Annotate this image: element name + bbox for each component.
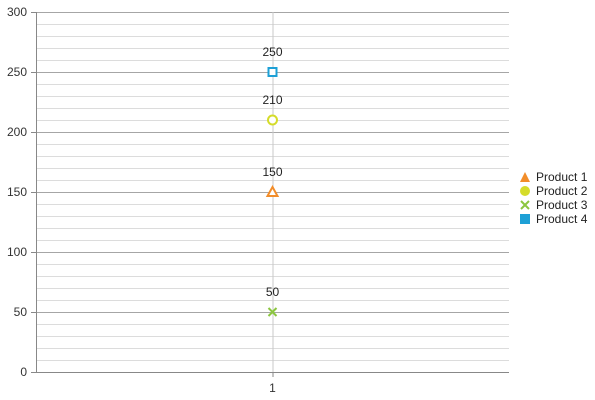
data-marker-square: [267, 67, 278, 77]
legend-label: Product 2: [536, 184, 588, 198]
x-marker-icon: [520, 200, 530, 210]
data-label: 150: [262, 165, 282, 179]
data-marker-circle: [267, 114, 278, 126]
triangle-marker-icon: [520, 172, 530, 182]
data-markers: 150 210 50 250: [262, 45, 283, 317]
y-tick-label: 150: [7, 185, 27, 199]
y-tick-label: 100: [7, 245, 27, 259]
legend-label: Product 1: [536, 170, 588, 184]
legend-label: Product 4: [536, 212, 588, 226]
legend-item-product-2[interactable]: Product 2: [520, 184, 587, 198]
legend: Product 1 Product 2 Product 3 Product 4: [520, 170, 587, 226]
legend-item-product-4[interactable]: Product 4: [520, 212, 587, 226]
y-tick-label: 250: [7, 65, 27, 79]
data-marker-x: [267, 307, 278, 317]
legend-item-product-1[interactable]: Product 1: [520, 170, 587, 184]
data-label: 50: [266, 285, 280, 299]
legend-label: Product 3: [536, 198, 588, 212]
data-marker-triangle: [265, 184, 280, 197]
y-tick-label: 0: [20, 365, 27, 379]
y-tick-label: 300: [7, 5, 27, 19]
x-tick-label: 1: [269, 381, 276, 395]
data-label: 210: [262, 93, 282, 107]
axes: 0 50 100 150 200 250 300 1: [7, 5, 509, 395]
square-marker-icon: [520, 214, 530, 224]
y-tick-label: 200: [7, 125, 27, 139]
y-tick-label: 50: [14, 305, 28, 319]
legend-item-product-3[interactable]: Product 3: [520, 198, 587, 212]
data-label: 250: [262, 45, 282, 59]
circle-marker-icon: [520, 186, 530, 196]
